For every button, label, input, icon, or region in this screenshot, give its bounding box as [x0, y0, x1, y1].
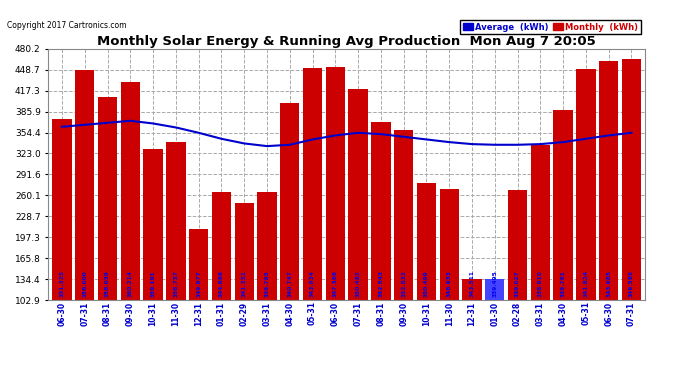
Bar	[440, 189, 459, 369]
Text: 343.985: 343.985	[607, 270, 611, 297]
Bar	[599, 61, 618, 369]
Text: 344.886: 344.886	[219, 270, 224, 297]
Bar	[485, 279, 504, 369]
Text: 356.757: 356.757	[173, 270, 179, 297]
Text: 352.832: 352.832	[401, 270, 406, 297]
Text: 343.511: 343.511	[469, 270, 475, 297]
Bar	[189, 229, 208, 369]
Text: Copyright 2017 Cartronics.com: Copyright 2017 Cartronics.com	[7, 21, 126, 30]
Text: 343.934: 343.934	[310, 270, 315, 297]
Bar	[280, 104, 299, 369]
Text: 341.824: 341.824	[584, 270, 589, 297]
Bar	[166, 142, 186, 369]
Title: Monthly Solar Energy & Running Avg Production  Mon Aug 7 20:05: Monthly Solar Energy & Running Avg Produ…	[97, 34, 596, 48]
Text: 339.495: 339.495	[492, 270, 497, 297]
Bar	[144, 149, 163, 369]
Bar	[212, 192, 231, 369]
Legend: Average  (kWh), Monthly  (kWh): Average (kWh), Monthly (kWh)	[460, 20, 641, 34]
Bar	[75, 70, 95, 369]
Bar	[576, 69, 595, 369]
Bar	[394, 130, 413, 369]
Bar	[121, 82, 140, 369]
Bar	[417, 183, 436, 369]
Bar	[235, 203, 254, 369]
Text: 358.039: 358.039	[105, 270, 110, 297]
Text: 346.585: 346.585	[629, 270, 634, 297]
Bar	[371, 122, 391, 369]
Bar	[462, 279, 482, 369]
Bar	[303, 68, 322, 369]
Bar	[553, 110, 573, 369]
Text: 352.543: 352.543	[378, 270, 384, 297]
Bar	[531, 146, 550, 369]
Bar	[257, 192, 277, 369]
Bar	[326, 67, 345, 369]
Text: 341.351: 341.351	[241, 270, 247, 297]
Text: 339.761: 339.761	[561, 270, 566, 297]
Text: 348.933: 348.933	[446, 270, 452, 297]
Bar	[508, 190, 527, 369]
Bar	[622, 59, 641, 369]
Text: 338.910: 338.910	[538, 270, 543, 297]
Text: 360.214: 360.214	[128, 270, 132, 297]
Text: 339.793: 339.793	[264, 270, 270, 297]
Text: 350.482: 350.482	[355, 270, 361, 297]
Text: 339.027: 339.027	[515, 270, 520, 297]
Text: 347.368: 347.368	[333, 270, 338, 297]
Text: 359.191: 359.191	[150, 270, 155, 297]
Bar	[98, 97, 117, 369]
Text: 340.747: 340.747	[287, 270, 293, 297]
Bar	[52, 119, 72, 369]
Text: 351.325: 351.325	[59, 270, 64, 297]
Bar	[348, 89, 368, 369]
Text: 350.499: 350.499	[424, 270, 429, 297]
Text: 349.977: 349.977	[196, 270, 201, 297]
Text: 356.000: 356.000	[82, 270, 87, 297]
